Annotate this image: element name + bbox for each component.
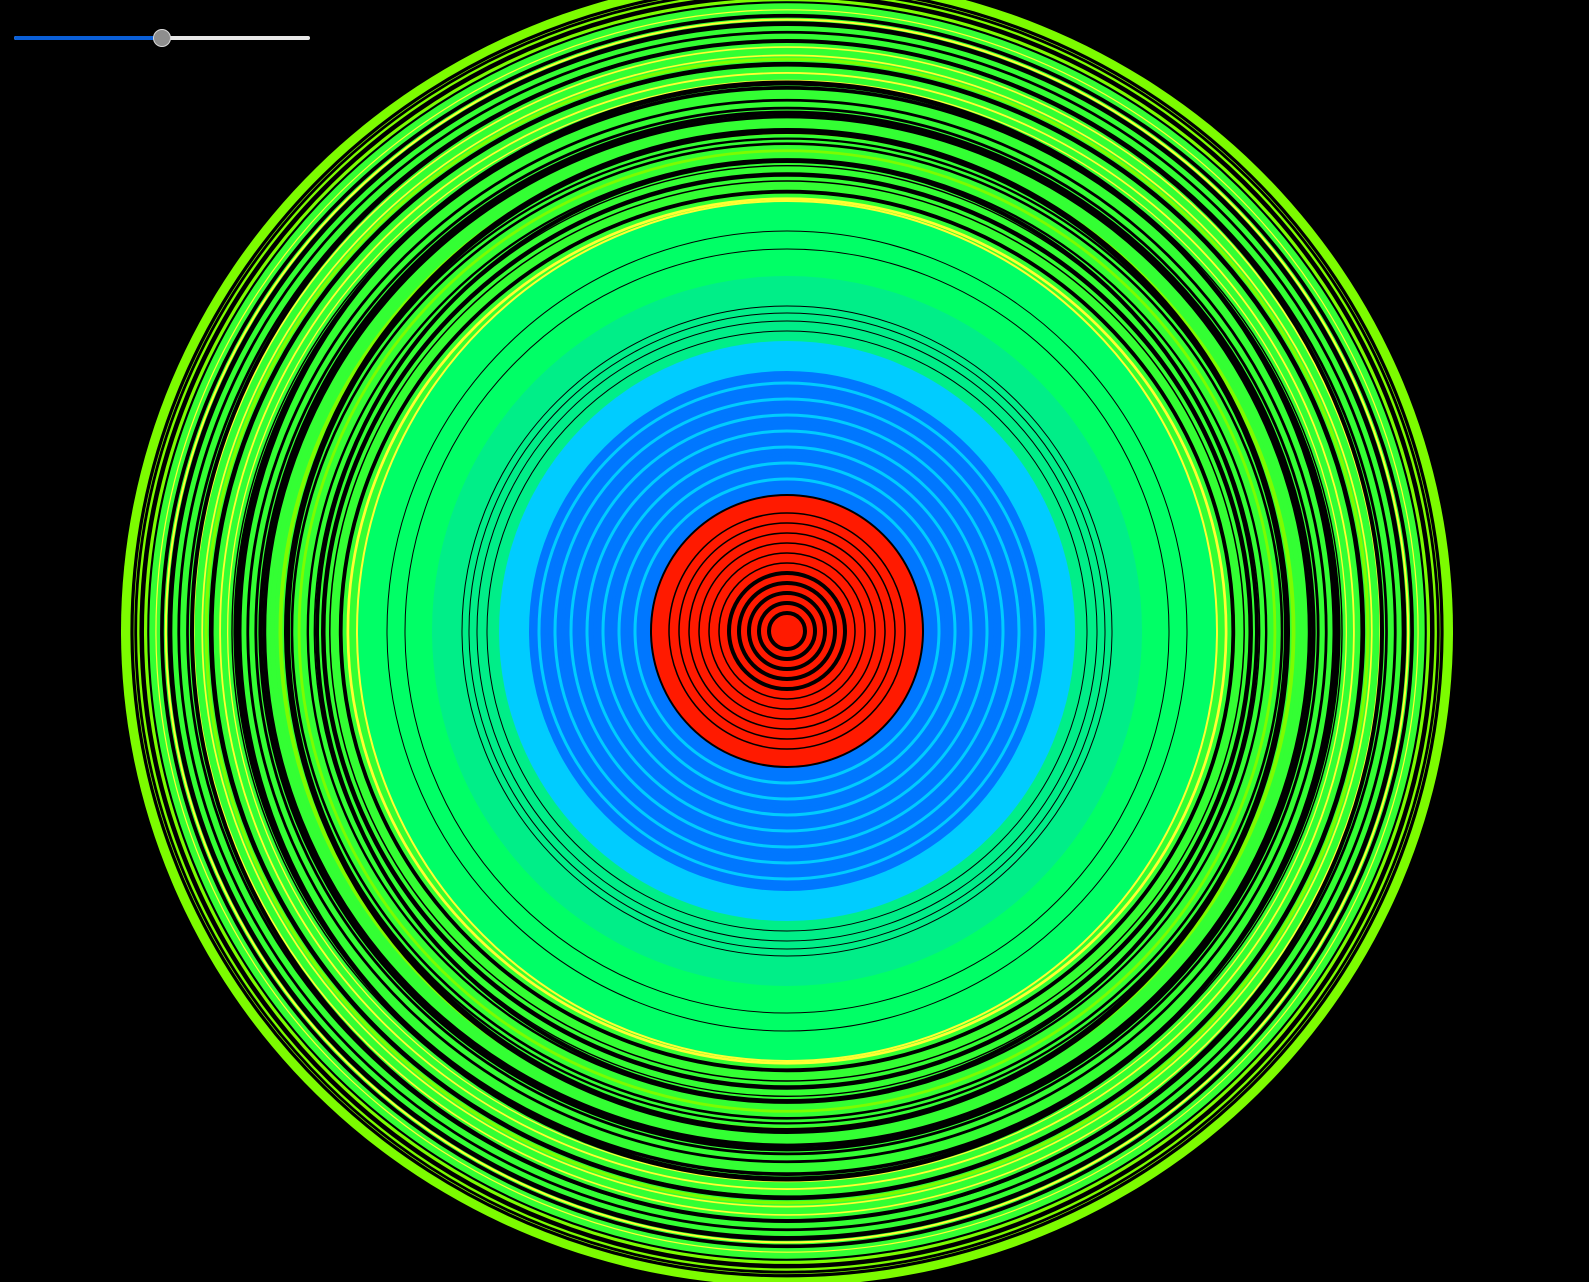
- slider-fill: [14, 36, 162, 40]
- red-center-dot: [779, 623, 795, 639]
- outer-ring-4: [155, 9, 1419, 1253]
- outer-ring-14: [208, 61, 1366, 1201]
- red-ring-0: [668, 512, 906, 750]
- outer-ring-25: [269, 121, 1305, 1141]
- blue-ring-2: [545, 389, 1029, 873]
- outer-ring-31: [313, 165, 1261, 1097]
- red-ring-8: [747, 591, 827, 671]
- outer-ring-6: [164, 18, 1410, 1244]
- mint-ring-2: [461, 305, 1113, 957]
- red-ring-7: [737, 581, 837, 681]
- red-ring-6: [727, 571, 847, 691]
- blue-ring-7: [585, 429, 989, 833]
- slider-thumb[interactable]: [153, 29, 171, 47]
- outer-ring-0: [130, 0, 1444, 1278]
- dark-band-1: [284, 128, 1290, 1134]
- outer-ring-36: [346, 197, 1228, 1065]
- red-ring-3: [698, 542, 876, 720]
- outer-ring-33: [329, 180, 1245, 1082]
- blue-ring-6: [577, 421, 997, 841]
- red-ring-1: [678, 522, 896, 740]
- outer-ring-1: [134, 0, 1440, 1274]
- mint-ring-1: [404, 248, 1170, 1014]
- mint-ring-4: [476, 320, 1098, 942]
- red-ring-5: [718, 562, 856, 700]
- outer-ring-34: [336, 187, 1238, 1075]
- blue-ring-12: [625, 469, 949, 793]
- outer-ring-13: [204, 57, 1370, 1205]
- outer-ring-2: [139, 0, 1435, 1269]
- outer-ring-24: [262, 114, 1312, 1148]
- blue-ring-10: [609, 453, 965, 809]
- red-outer-ring: [650, 494, 924, 768]
- outer-ring-15: [213, 66, 1361, 1196]
- outer-ring-19: [233, 86, 1341, 1176]
- outer-ring-28: [290, 142, 1284, 1120]
- red-ring-9: [757, 601, 817, 661]
- red-ring-4: [708, 552, 866, 710]
- outer-ring-21: [246, 98, 1328, 1164]
- outer-ring-11: [196, 49, 1378, 1213]
- dark-band-2: [236, 80, 1338, 1182]
- outer-ring-22: [254, 106, 1320, 1156]
- outer-ring-16: [219, 72, 1355, 1190]
- outer-ring-32: [321, 172, 1253, 1090]
- outer-ring-3: [147, 1, 1427, 1261]
- yellow-boundary-ring: [356, 200, 1218, 1062]
- outer-ring-7: [167, 21, 1407, 1241]
- outer-ring-5: [160, 13, 1414, 1249]
- blue-ring-1: [537, 381, 1037, 881]
- mint-ring-5: [486, 330, 1088, 932]
- mint-ring-3: [468, 312, 1106, 950]
- red-ring-10: [767, 611, 807, 651]
- outer-ring-23: [258, 110, 1316, 1152]
- mint-ring-0: [386, 230, 1188, 1032]
- blue-ring-9: [601, 445, 973, 817]
- blue-ring-4: [561, 405, 1013, 857]
- dark-band-4: [315, 159, 1259, 1103]
- blue-ring-8: [593, 437, 981, 825]
- outer-ring-35: [338, 189, 1236, 1073]
- outer-ring-20: [240, 93, 1334, 1169]
- blue-ring-11: [617, 461, 957, 801]
- outer-ring-12: [201, 54, 1373, 1208]
- blue-ring-3: [553, 397, 1021, 865]
- outer-ring-8: [177, 30, 1397, 1232]
- dark-band-3: [190, 39, 1384, 1223]
- blue-ring-0: [530, 374, 1044, 888]
- outer-ring-29: [297, 149, 1277, 1113]
- red-ring-2: [688, 532, 886, 730]
- blue-ring-5: [569, 413, 1005, 849]
- blue-ring-13: [633, 477, 941, 785]
- value-slider[interactable]: [14, 28, 310, 50]
- outer-ring-17: [226, 79, 1348, 1183]
